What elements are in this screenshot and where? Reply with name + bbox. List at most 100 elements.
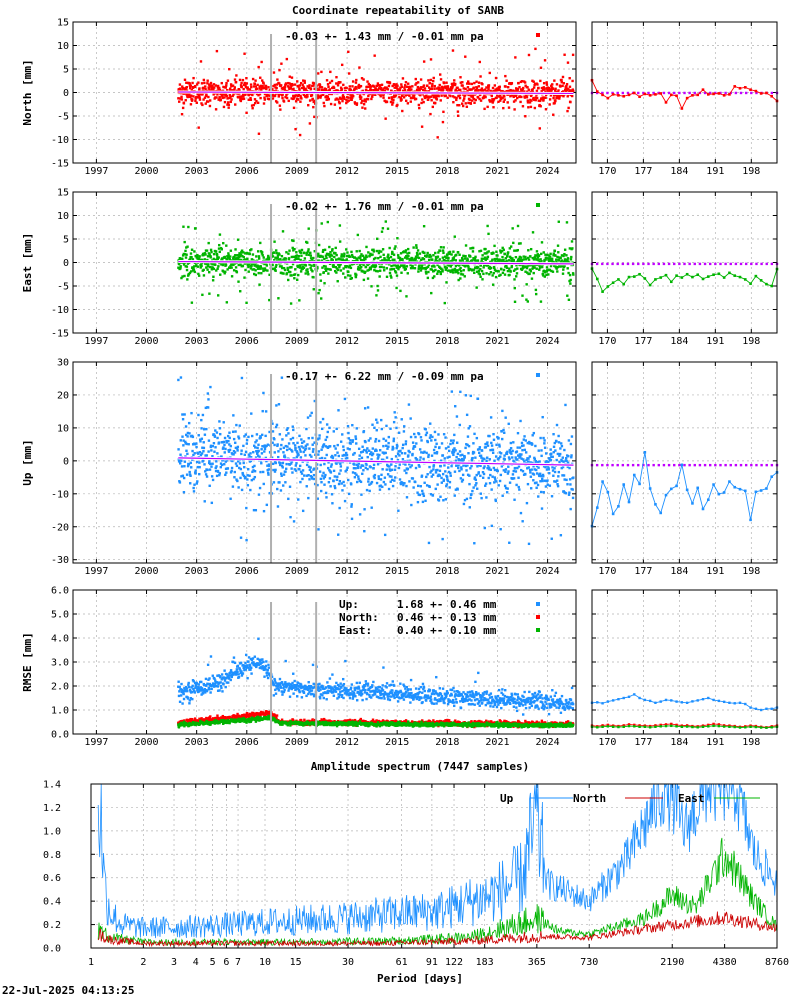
north-point (439, 73, 442, 76)
up-point (534, 461, 537, 464)
up-point (323, 457, 327, 460)
up-point (461, 459, 464, 463)
up-point (507, 456, 511, 459)
east-point (542, 269, 546, 273)
east-recent-trend-point (673, 262, 676, 266)
north-point (544, 108, 548, 111)
up-point (242, 461, 245, 465)
north-point (428, 81, 432, 85)
north-point (481, 89, 485, 93)
up-point (226, 467, 230, 470)
up-point (253, 444, 256, 447)
east-recent-trend-point (688, 262, 691, 266)
east-recent-point (701, 277, 705, 281)
east-recent-point (654, 278, 657, 281)
up-point (351, 439, 355, 442)
east-point (298, 299, 301, 302)
up-point (331, 457, 334, 461)
north-point (342, 83, 345, 87)
north-point (395, 85, 398, 88)
north-recent-point (659, 92, 663, 95)
up-point (511, 473, 515, 476)
east-point (473, 259, 476, 262)
north-point (488, 98, 491, 102)
east-point (361, 254, 365, 258)
east-recent-point (706, 275, 710, 278)
up-point (252, 477, 255, 481)
east-point (240, 250, 243, 254)
up-point (202, 428, 206, 431)
up-point (291, 425, 294, 428)
east-point (406, 252, 409, 255)
north-xtick-label: 2000 (134, 166, 158, 177)
east-point (236, 257, 240, 260)
east-point (362, 278, 366, 282)
north-point (340, 97, 344, 100)
up-point (255, 433, 259, 436)
up-point (469, 394, 472, 398)
north-point (186, 92, 190, 95)
north-point (422, 100, 425, 104)
north-point (456, 103, 459, 107)
up-point (405, 471, 408, 475)
east-point (368, 254, 371, 257)
north-point (403, 84, 407, 87)
east-point (285, 251, 288, 254)
up-point (240, 452, 243, 456)
east-point (364, 270, 367, 274)
east-point (205, 262, 208, 265)
east-point (416, 253, 419, 257)
up-point (389, 469, 392, 472)
east-point (185, 268, 189, 272)
east-point (336, 280, 339, 283)
up-point (379, 478, 383, 481)
east-point (290, 239, 294, 242)
up-point (400, 418, 403, 421)
up-point (535, 481, 538, 484)
north-point (479, 99, 483, 102)
east-point (557, 251, 560, 254)
east-point (208, 265, 212, 269)
north-point (432, 96, 436, 99)
up-point (197, 413, 200, 417)
north-point (302, 93, 306, 97)
up-point (252, 450, 255, 454)
east-point (234, 266, 238, 269)
north-recent-point (691, 94, 694, 97)
north-point (285, 93, 288, 97)
east-point (200, 264, 203, 268)
up-point (376, 453, 379, 456)
north-point (430, 95, 433, 98)
up-point (349, 442, 352, 445)
east-point (268, 298, 271, 302)
up-point (270, 456, 274, 459)
north-point (345, 101, 348, 105)
east-point (278, 253, 281, 256)
up-point (208, 468, 212, 471)
up-point (194, 469, 197, 472)
up-point (333, 486, 337, 490)
north-point (405, 85, 409, 88)
east-point (396, 264, 399, 267)
east-point (508, 273, 511, 277)
north-point (497, 100, 500, 103)
north-stats: -0.03 +- 1.43 mm / -0.01 mm pa (285, 30, 484, 43)
up-point (515, 450, 519, 453)
up-point (237, 435, 240, 438)
up-point (264, 434, 267, 438)
east-point (222, 270, 225, 273)
north-point (513, 108, 516, 111)
up-point (181, 418, 185, 421)
east-point (214, 263, 217, 266)
up-point (386, 447, 389, 450)
up-point (512, 477, 516, 480)
up-point (424, 428, 427, 431)
up-point (533, 456, 536, 460)
up-point (430, 475, 433, 478)
north-point (244, 85, 248, 89)
up-point (498, 451, 502, 454)
up-point (218, 427, 222, 430)
north-point (510, 81, 514, 85)
east-point (386, 227, 390, 230)
north-point (253, 82, 256, 86)
